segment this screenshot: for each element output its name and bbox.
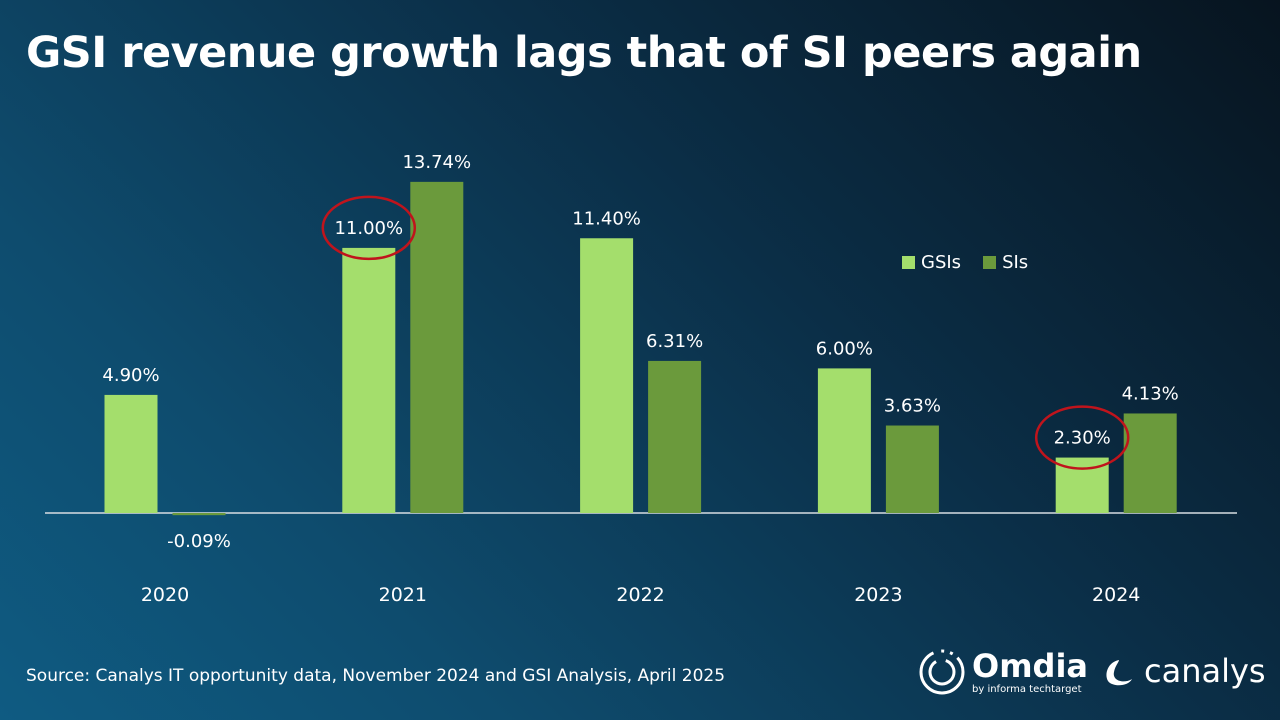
- bar-sis-2022: [648, 360, 702, 513]
- legend: GSIs SIs: [902, 252, 1028, 273]
- x-tick-label: 2023: [854, 584, 902, 606]
- bar-gsis-2020: [104, 394, 158, 513]
- data-label: 4.90%: [102, 365, 159, 386]
- x-tick-label: 2022: [616, 584, 664, 606]
- bar-sis-2023: [885, 425, 939, 513]
- bar-gsis-2023: [817, 368, 871, 513]
- highlight-circle: [321, 195, 417, 261]
- source-note: Source: Canalys IT opportunity data, Nov…: [26, 666, 726, 686]
- canalys-logo: canalys: [1102, 652, 1266, 690]
- legend-label-sis: SIs: [1002, 252, 1029, 273]
- omdia-logo: Omdia by informa techtarget: [918, 648, 1088, 696]
- data-label: 11.40%: [572, 208, 641, 229]
- data-label: 4.13%: [1122, 383, 1179, 404]
- bar-sis-2020: [172, 513, 226, 516]
- legend-swatch-sis: [983, 256, 997, 269]
- bar-gsis-2022: [580, 238, 634, 513]
- data-label: 6.00%: [816, 338, 873, 359]
- data-label: 13.74%: [402, 152, 471, 173]
- highlight-circle: [1034, 405, 1130, 470]
- x-tick-label: 2021: [379, 584, 427, 606]
- data-label: 6.31%: [646, 331, 703, 352]
- canalys-wordmark: canalys: [1144, 652, 1266, 690]
- omdia-wordmark: Omdia: [972, 646, 1089, 685]
- omdia-logo-icon: [919, 649, 965, 695]
- legend-swatch-gsis: [902, 256, 915, 269]
- data-label: 3.63%: [884, 396, 941, 417]
- data-label: 11.00%: [334, 218, 403, 239]
- data-label: -0.09%: [167, 531, 231, 552]
- bar-sis-2021: [410, 181, 464, 513]
- x-tick-label: 2020: [141, 584, 189, 606]
- canalys-logo-icon: [1106, 660, 1132, 686]
- bar-gsis-2021: [342, 247, 396, 513]
- omdia-subtitle: by informa techtarget: [972, 683, 1082, 695]
- legend-label-gsis: GSIs: [921, 252, 962, 273]
- chart-title: GSI revenue growth lags that of SI peers…: [26, 28, 1142, 78]
- data-label: 2.30%: [1054, 428, 1111, 449]
- x-tick-label: 2024: [1092, 584, 1140, 606]
- bar-sis-2024: [1123, 413, 1177, 513]
